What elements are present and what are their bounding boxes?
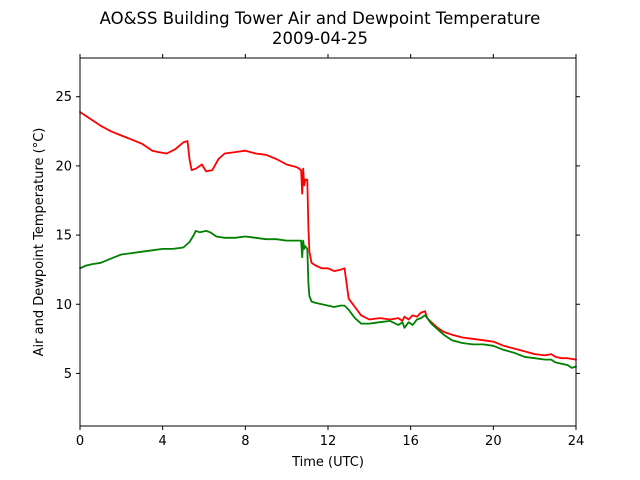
x-tick-label: 16 (402, 434, 419, 449)
chart-title: AO&SS Building Tower Air and Dewpoint Te… (100, 9, 541, 28)
x-tick-label: 8 (241, 434, 249, 449)
x-tick-label: 0 (76, 434, 84, 449)
x-tick-label: 12 (320, 434, 337, 449)
x-tick-label: 24 (568, 434, 585, 449)
chart-subtitle: 2009-04-25 (272, 29, 368, 48)
dewpoint-temperature-line (79, 229, 577, 369)
y-tick-label: 15 (55, 229, 72, 244)
x-tick-label: 4 (159, 434, 167, 449)
plot-series (79, 111, 577, 369)
x-axis-label: Time (UTC) (291, 455, 364, 470)
y-tick-label: 5 (64, 367, 72, 382)
plot-frame (79, 57, 577, 427)
air-temperature-line (79, 111, 577, 361)
x-tick-label: 20 (485, 434, 502, 449)
y-tick-label: 20 (55, 159, 72, 174)
y-tick-label: 10 (55, 298, 72, 313)
axis-ticks: 0 4 8 12 16 20 24 5 10 15 20 25 (55, 54, 584, 449)
y-axis-label: Air and Dewpoint Temperature (°C) (32, 128, 47, 357)
y-tick-label: 25 (55, 90, 72, 105)
